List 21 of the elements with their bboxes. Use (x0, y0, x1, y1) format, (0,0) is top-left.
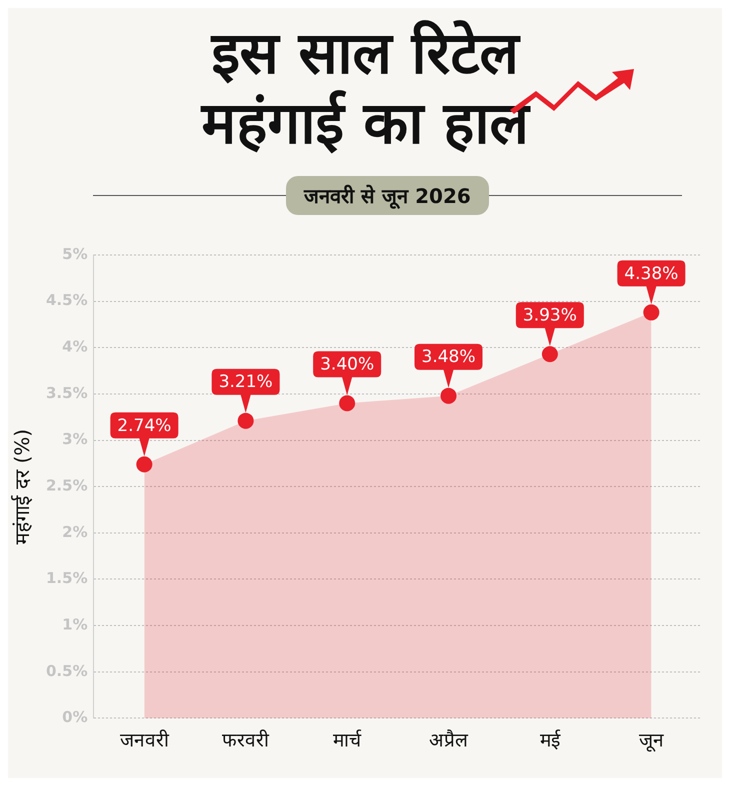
point (643, 304, 660, 320)
chart-title: इस साल रिटेल महंगाई का हाल (200, 18, 532, 158)
data-label: 3.40% (320, 354, 374, 375)
data-label: 3.21% (218, 372, 273, 392)
x-tick-label: जनवरी (120, 728, 170, 752)
x-tick-label: जून (638, 730, 664, 753)
data-label: 4.38% (624, 264, 678, 284)
x-tick-label: मार्च (333, 728, 362, 752)
chart-subtitle: जनवरी से जून 2026 (286, 176, 489, 215)
data-label: 3.48% (421, 347, 476, 368)
y-axis-title: महंगाई दर (%) (10, 428, 34, 544)
data-label: 2.74% (117, 416, 172, 436)
point (440, 388, 456, 404)
x-tick-label: फरवरी (222, 728, 270, 752)
point (238, 412, 254, 429)
point (339, 395, 356, 412)
data-label: 3.93% (522, 306, 577, 326)
point (542, 346, 558, 362)
x-tick-label: अप्रैल (429, 728, 469, 752)
x-tick-label: मई (540, 728, 561, 752)
point (136, 456, 152, 472)
